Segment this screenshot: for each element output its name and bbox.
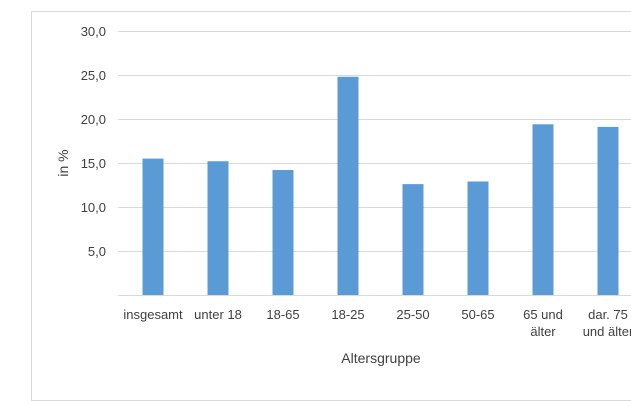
x-axis-title: Altersgruppe xyxy=(341,350,421,366)
bar xyxy=(467,181,489,295)
bar xyxy=(532,124,554,295)
bar xyxy=(597,126,619,295)
x-tick-label: unter 18 xyxy=(194,307,242,322)
y-tick-label: 20,0 xyxy=(81,112,106,127)
y-tick-label: 15,0 xyxy=(81,156,106,171)
bar-chart: 5,0 10,0 15,0 20,0 25,0 30,0 insgesamt unter 1… xyxy=(55,24,631,366)
y-tick-label: 5,0 xyxy=(88,244,106,259)
x-tick-label: dar. 75 xyxy=(588,307,628,322)
bars xyxy=(142,76,619,295)
bar xyxy=(207,161,229,295)
x-tick-label: älter xyxy=(530,324,556,339)
y-tick-label: 25,0 xyxy=(81,68,106,83)
x-tick-label: 65 und xyxy=(523,307,563,322)
y-tick-label: 30,0 xyxy=(81,24,106,39)
x-tick-label: 18-65 xyxy=(266,307,299,322)
bar xyxy=(272,170,294,295)
x-tick-label: 50-65 xyxy=(461,307,494,322)
x-tick-label: 18-25 xyxy=(331,307,364,322)
bar xyxy=(402,184,424,295)
bar xyxy=(337,76,359,295)
gridlines xyxy=(118,31,631,296)
x-tick-label: und älter xyxy=(583,324,631,339)
y-tick-labels: 5,0 10,0 15,0 20,0 25,0 30,0 xyxy=(81,24,106,259)
y-axis-title: in % xyxy=(55,149,71,176)
y-tick-label: 10,0 xyxy=(81,200,106,215)
x-tick-labels: insgesamt unter 18 18-65 18-25 25-50 50-65 65 … xyxy=(123,307,631,339)
bar xyxy=(142,158,164,295)
x-tick-label: insgesamt xyxy=(123,307,183,322)
x-tick-label: 25-50 xyxy=(396,307,429,322)
